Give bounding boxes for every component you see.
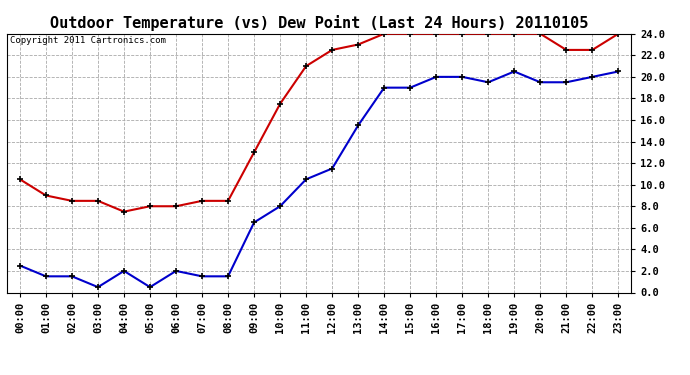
Text: Copyright 2011 Cartronics.com: Copyright 2011 Cartronics.com <box>10 36 166 45</box>
Title: Outdoor Temperature (vs) Dew Point (Last 24 Hours) 20110105: Outdoor Temperature (vs) Dew Point (Last… <box>50 15 589 31</box>
